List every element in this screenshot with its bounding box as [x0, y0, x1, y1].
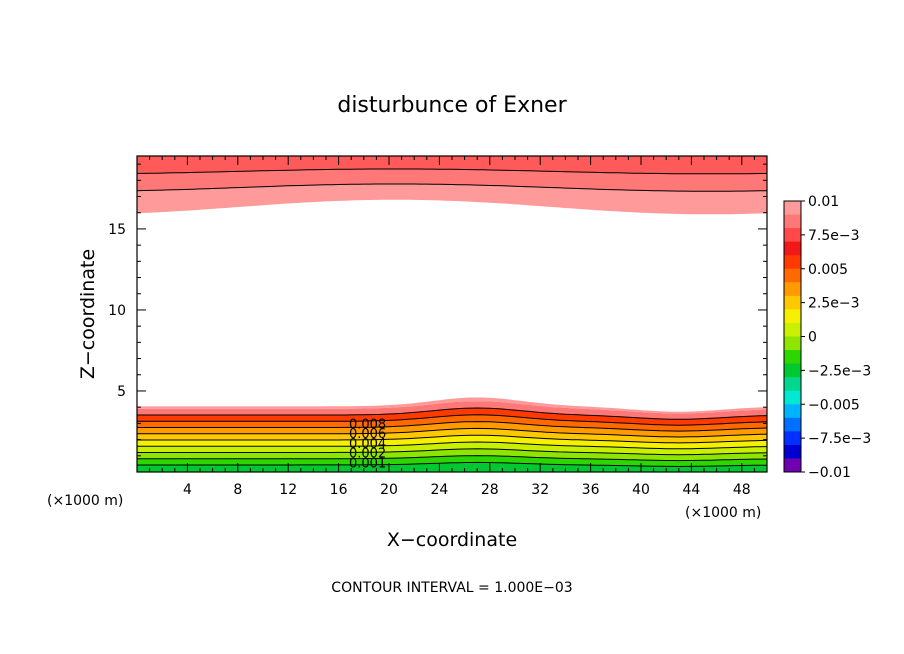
colorbar-swatch [784, 282, 801, 297]
y-tick-labels: 5 10 15 [108, 222, 126, 400]
contour-label: 0.006 [349, 427, 386, 442]
contour-line [137, 183, 767, 192]
x-tick-label: 24 [430, 482, 448, 498]
colorbar-swatch [784, 241, 801, 256]
contour-line [137, 414, 767, 426]
contour-line [137, 434, 767, 444]
contour-label: 0.001 [349, 456, 386, 471]
contour-band-bottom [137, 448, 767, 461]
contour-band-bottom [137, 455, 767, 467]
colorbar-label: 0 [808, 330, 817, 346]
colorbar-swatch [784, 255, 801, 270]
colorbar-swatch [784, 268, 801, 283]
axis-ticks [137, 156, 767, 472]
colorbar-swatch [784, 336, 801, 351]
contour-band-top [137, 184, 767, 215]
x-tick-label: 4 [183, 482, 192, 498]
x-tick-label: 20 [380, 482, 398, 498]
contour-line [137, 168, 767, 175]
contour-band-bottom [137, 435, 767, 449]
contour-label: 0.002 [349, 447, 386, 462]
contour-line [137, 427, 767, 438]
x-tick-labels: 4 8 12 16 20 24 28 32 36 40 44 48 [183, 482, 751, 498]
x-axis-title: X−coordinate [387, 529, 517, 551]
colorbar-swatch [784, 228, 801, 243]
colorbar-label: −7.5e−3 [808, 431, 871, 447]
colorbar-swatch [784, 444, 801, 459]
x-tick-label: 44 [682, 482, 700, 498]
colorbar-label: 0.01 [808, 194, 839, 210]
colorbar-swatch [784, 404, 801, 419]
colorbar-swatch [784, 350, 801, 364]
contour-band-bottom [137, 442, 767, 455]
x-tick-label: 12 [279, 482, 297, 498]
contour-line [137, 421, 767, 432]
x-tick-label: 40 [632, 482, 650, 498]
colorbar-label: 0.005 [808, 262, 848, 278]
contour-band-top [137, 169, 767, 192]
x-unit-label-left: (×1000 m) [47, 493, 123, 509]
contour-line [137, 461, 767, 468]
y-tick-label: 5 [117, 384, 126, 400]
x-tick-label: 32 [531, 482, 549, 498]
x-tick-label: 48 [733, 482, 751, 498]
contour-line [137, 448, 767, 456]
colorbar-swatch [784, 390, 801, 405]
colorbar [783, 200, 802, 473]
x-tick-label: 16 [330, 482, 348, 498]
colorbar-label: −0.01 [808, 465, 851, 481]
colorbar-swatch [784, 295, 801, 310]
colorbar-swatch [784, 431, 801, 446]
x-unit-label-right: (×1000 m) [685, 505, 761, 521]
x-tick-label: 8 [233, 482, 242, 498]
colorbar-swatch [784, 322, 801, 337]
colorbar-swatch [784, 458, 801, 473]
contour-line [137, 407, 767, 420]
colorbar-label: −0.005 [808, 397, 860, 413]
colorbar-swatch [784, 201, 801, 215]
colorbar-swatch [784, 309, 801, 324]
colorbar-label: 2.5e−3 [808, 296, 860, 312]
colorbar-swatch [784, 214, 801, 229]
y-tick-label: 15 [108, 222, 126, 238]
colorbar-label: −2.5e−3 [808, 363, 871, 379]
contour-lines [137, 168, 767, 468]
colorbar-label: 7.5e−3 [808, 228, 860, 244]
chart-title: disturbunce of Exner [337, 93, 567, 118]
x-tick-label: 36 [582, 482, 600, 498]
y-tick-label: 10 [108, 303, 126, 319]
contour-line [137, 441, 767, 450]
contour-band-bottom [137, 421, 767, 437]
colorbar-swatch [784, 417, 801, 432]
contour-band-bottom [137, 462, 767, 472]
contour-label: 0.004 [349, 437, 386, 452]
contour-band-bottom [137, 397, 767, 414]
colorbar-labels: 0.01 7.5e−3 0.005 2.5e−3 0 −2.5e−3 −0.005 −7.5e… [801, 194, 871, 481]
contour-interval-footer: CONTOUR INTERVAL = 1.000E−03 [331, 580, 572, 596]
contour-line [137, 455, 767, 462]
contour-label: 0.008 [349, 417, 386, 432]
colorbar-swatch [784, 363, 801, 378]
contour-band-top [137, 156, 767, 174]
x-tick-label: 28 [481, 482, 499, 498]
colorbar-swatch [784, 377, 801, 392]
y-axis-title: Z−coordinate [77, 249, 99, 379]
